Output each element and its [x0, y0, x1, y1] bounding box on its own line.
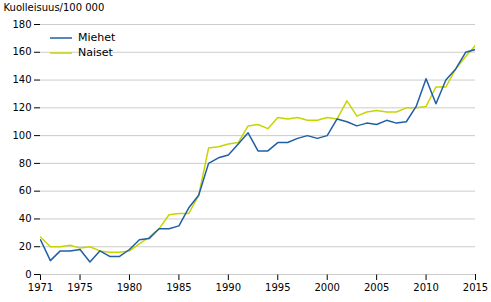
svg-text:180: 180	[12, 19, 31, 30]
svg-text:120: 120	[12, 102, 31, 113]
svg-text:1995: 1995	[265, 282, 290, 293]
html-text:Miehet: Miehet	[78, 31, 116, 44]
svg-text:160: 160	[12, 46, 31, 57]
svg-text:2000: 2000	[314, 282, 339, 293]
svg-text:60: 60	[19, 185, 32, 196]
html-text:Naiset: Naiset	[78, 46, 113, 59]
svg-text:1985: 1985	[166, 282, 191, 293]
svg-text:1975: 1975	[67, 282, 92, 293]
svg-text:80: 80	[19, 158, 32, 169]
svg-text:1971: 1971	[28, 282, 53, 293]
svg-text:140: 140	[12, 74, 31, 85]
svg-text:Kuolleisuus/100 000: Kuolleisuus/100 000	[4, 2, 105, 13]
svg-text:100: 100	[12, 130, 31, 141]
svg-text:2010: 2010	[413, 282, 438, 293]
svg-text:0: 0	[25, 269, 31, 280]
svg-text:1980: 1980	[117, 282, 142, 293]
svg-text:1990: 1990	[216, 282, 241, 293]
svg-text:2015: 2015	[463, 282, 488, 293]
svg-text:40: 40	[19, 213, 32, 224]
svg-text:2005: 2005	[364, 282, 389, 293]
svg-text:20: 20	[19, 241, 32, 252]
